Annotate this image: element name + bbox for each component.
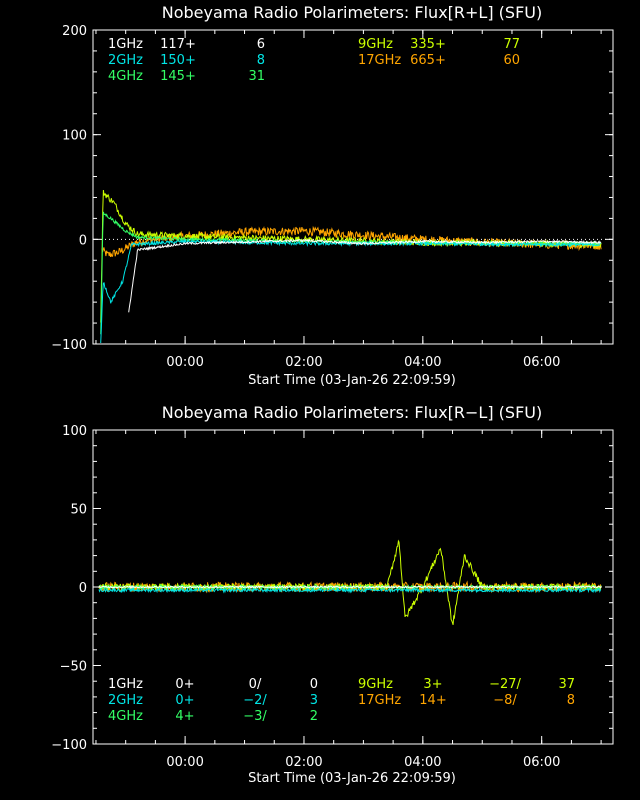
legend-freq: 9GHz [358, 37, 393, 52]
chart-title: Nobeyama Radio Polarimeters: Flux[R+L] (… [162, 3, 542, 22]
panel-total-flux: Nobeyama Radio Polarimeters: Flux[R+L] (… [51, 3, 614, 388]
y-tick-label: 0 [79, 233, 87, 248]
y-tick-label: −100 [51, 738, 87, 753]
x-axis: 00:00 02:00 04:00 06:00 [95, 430, 602, 770]
legend-a: 117+ [160, 37, 196, 52]
y-tick-label: 200 [62, 24, 87, 39]
legend-freq: 4GHz [108, 709, 143, 724]
x-tick-label: 00:00 [166, 355, 203, 370]
series-line-2ghz [100, 238, 602, 344]
y-tick-label: −50 [60, 660, 87, 675]
legend-a: 0+ [175, 693, 194, 708]
legend-b: −2/ [243, 693, 267, 708]
legend-freq: 17GHz [358, 693, 401, 708]
legend-freq: 1GHz [108, 37, 143, 52]
y-tick-label: 100 [62, 129, 87, 144]
x-tick-label: 06:00 [523, 755, 560, 770]
legend-a: 150+ [160, 53, 196, 68]
legend: 1GHz 117+ 6 2GHz 150+ 8 4GHz 145+ 31 9GHz 335+ 77 17… [108, 37, 520, 84]
legend-a: 14+ [419, 693, 446, 708]
legend-a: 0+ [175, 677, 194, 692]
series-group [100, 189, 602, 344]
x-axis-label: Start Time (03-Jan-26 22:09:59) [248, 771, 456, 786]
legend-freq: 2GHz [108, 693, 143, 708]
legend-freq: 4GHz [108, 69, 143, 84]
legend-b: −8/ [493, 693, 517, 708]
x-tick-label: 04:00 [404, 755, 441, 770]
legend-a: 335+ [410, 37, 446, 52]
legend-a: 145+ [160, 69, 196, 84]
x-axis-label: Start Time (03-Jan-26 22:09:59) [248, 373, 456, 388]
legend-b: −27/ [489, 677, 521, 692]
legend-b: 77 [503, 37, 520, 52]
y-tick-label: −100 [51, 338, 87, 353]
legend-freq: 9GHz [358, 677, 393, 692]
legend: 1GHz 0+ 0/0 2GHz 0+ −2/3 4GHz 4+ −3/2 9GHz 3+ −27/3… [108, 677, 575, 724]
x-tick-label: 00:00 [166, 755, 203, 770]
legend-a: 4+ [175, 709, 194, 724]
legend-freq: 1GHz [108, 677, 143, 692]
legend-c: 3 [310, 693, 318, 708]
legend-a: 665+ [410, 53, 446, 68]
legend-freq: 17GHz [358, 53, 401, 68]
x-tick-label: 04:00 [404, 355, 441, 370]
legend-a: 3+ [423, 677, 442, 692]
x-tick-label: 02:00 [285, 755, 322, 770]
legend-b: −3/ [243, 709, 267, 724]
legend-b: 8 [257, 53, 265, 68]
y-tick-label: 100 [62, 424, 87, 439]
series-line-4ghz [100, 211, 602, 335]
legend-b: 60 [503, 53, 520, 68]
x-axis: 00:00 02:00 04:00 06:00 [95, 30, 602, 370]
y-tick-label: 50 [70, 503, 87, 518]
series-group [98, 539, 602, 626]
legend-c: 8 [567, 693, 575, 708]
y-axis: −100 −50 0 50 100 [51, 424, 613, 753]
legend-c: 0 [310, 677, 318, 692]
legend-c: 2 [310, 709, 318, 724]
legend-b: 31 [248, 69, 265, 84]
legend-freq: 2GHz [108, 53, 143, 68]
plot-frame [92, 29, 614, 345]
chart-title: Nobeyama Radio Polarimeters: Flux[R−L] (… [162, 403, 542, 422]
series-line-2ghz [98, 586, 602, 594]
series-line-1ghz [128, 238, 602, 313]
series-line-1ghz [98, 585, 602, 589]
y-tick-label: 0 [79, 581, 87, 596]
legend-c: 37 [558, 677, 575, 692]
panel-polarized-flux: Nobeyama Radio Polarimeters: Flux[R−L] (… [51, 403, 614, 786]
legend-b: 0/ [249, 677, 262, 692]
series-line-9ghz [100, 189, 602, 323]
y-axis: −100 0 100 200 [51, 24, 613, 353]
legend-b: 6 [257, 37, 265, 52]
x-tick-label: 02:00 [285, 355, 322, 370]
x-tick-label: 06:00 [523, 355, 560, 370]
